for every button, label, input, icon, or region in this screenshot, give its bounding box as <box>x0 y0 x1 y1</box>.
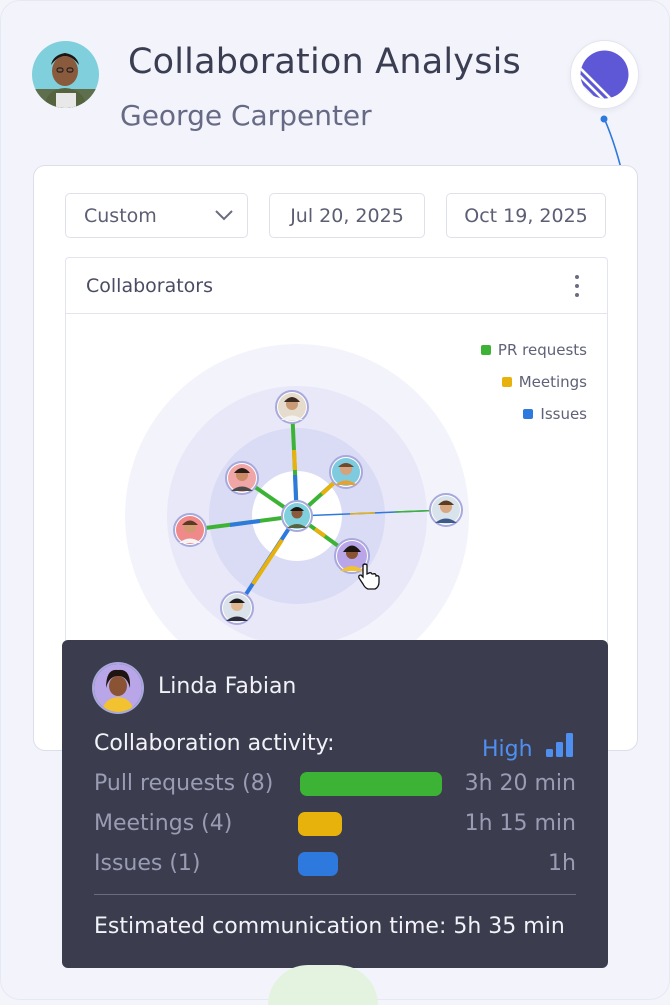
decorative-blob <box>268 965 378 1005</box>
end-date-field[interactable]: Oct 19, 2025 <box>446 193 606 238</box>
signal-bars-icon <box>545 733 573 757</box>
legend-label-pr: PR requests <box>497 341 587 359</box>
range-select[interactable]: Custom <box>65 193 248 238</box>
collaborator-node-selected[interactable] <box>334 538 370 574</box>
issues-swatch <box>523 409 534 419</box>
pull-requests-bar <box>300 772 442 796</box>
collaborator-node[interactable] <box>220 591 254 625</box>
pull-requests-time: 3h 20 min <box>464 771 576 796</box>
issues-bar <box>298 852 338 876</box>
issues-label: Issues (1) <box>94 851 201 876</box>
legend-label-issues: Issues <box>540 405 587 423</box>
collaborator-node[interactable] <box>429 493 463 527</box>
app-logo[interactable] <box>570 40 639 109</box>
meetings-swatch <box>501 377 512 387</box>
user-name: George Carpenter <box>120 99 372 132</box>
user-avatar <box>32 41 99 108</box>
collaborator-node[interactable] <box>275 390 309 424</box>
more-options-icon[interactable] <box>567 275 587 297</box>
collaborator-tooltip: Linda Fabian Collaboration activity: Hig… <box>62 640 608 968</box>
chevron-down-icon <box>215 210 233 221</box>
start-date-value: Jul 20, 2025 <box>290 204 404 227</box>
collaborator-node[interactable] <box>225 461 259 495</box>
legend-label-meetings: Meetings <box>518 373 587 391</box>
center-node-user[interactable] <box>281 500 313 532</box>
pull-requests-label: Pull requests (8) <box>94 771 274 796</box>
meetings-label: Meetings (4) <box>94 811 233 836</box>
meetings-time: 1h 15 min <box>464 811 576 836</box>
activity-label: Collaboration activity: <box>94 731 335 756</box>
total-communication-time: Estimated communication time: 5h 35 min <box>94 914 565 939</box>
collaborator-avatar <box>94 664 142 712</box>
legend-item-issues: Issues <box>523 405 587 423</box>
tooltip-divider <box>94 894 576 895</box>
pr-swatch <box>480 345 491 355</box>
page-title: Collaboration Analysis <box>128 42 521 82</box>
activity-level-text: High <box>482 737 533 762</box>
end-date-value: Oct 19, 2025 <box>464 204 588 227</box>
range-select-value: Custom <box>84 204 157 227</box>
collaborators-heading: Collaborators <box>86 274 214 297</box>
meetings-bar <box>298 812 342 836</box>
collaborators-card: Collaborators PR requests Meetings Issue… <box>65 257 608 739</box>
pointer-cursor-icon <box>358 563 380 590</box>
legend-item-meetings: Meetings <box>501 373 587 391</box>
collaborator-name: Linda Fabian <box>158 674 297 699</box>
collaborator-node[interactable] <box>173 513 207 547</box>
issues-time: 1h <box>548 851 576 876</box>
legend-item-pr: PR requests <box>480 341 587 359</box>
start-date-field[interactable]: Jul 20, 2025 <box>269 193 425 238</box>
activity-level: High <box>482 732 576 762</box>
collaborator-node[interactable] <box>329 455 363 489</box>
